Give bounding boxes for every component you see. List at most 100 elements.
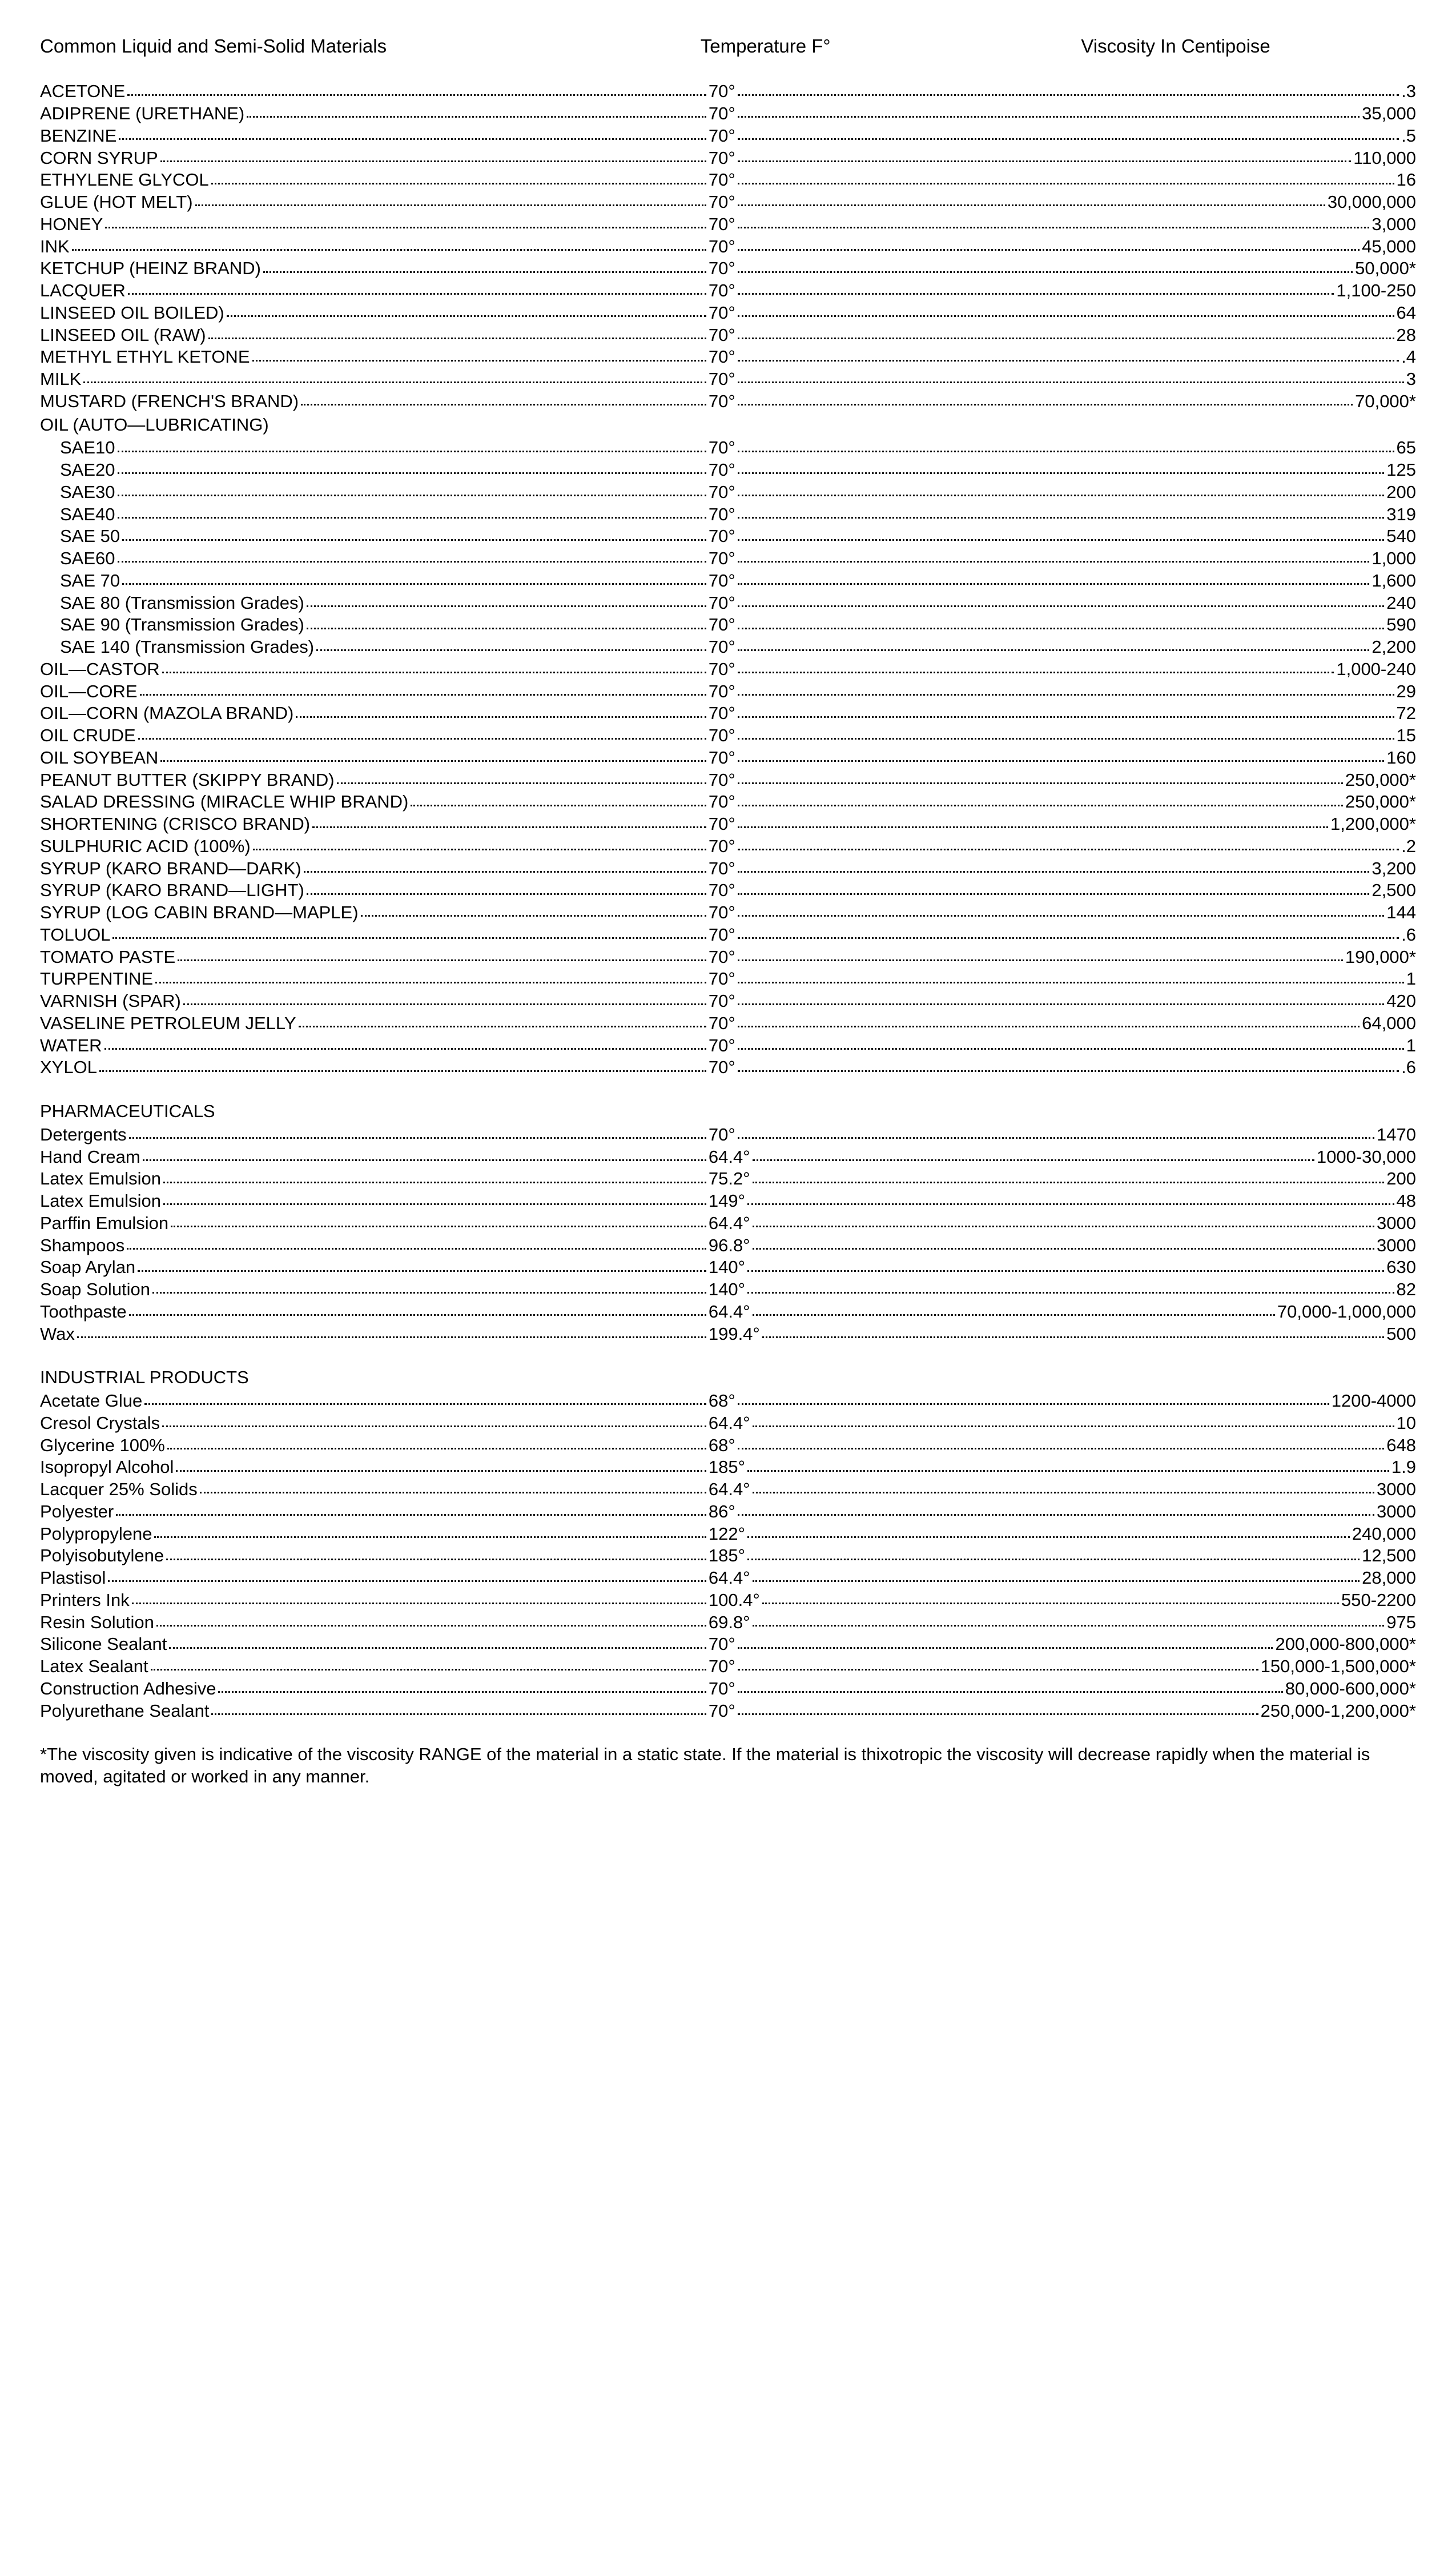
table-row: Toothpaste64.4°70,000-1,000,000 <box>40 1301 1416 1323</box>
leader-dots <box>118 504 706 519</box>
material-name: VARNISH (SPAR) <box>40 990 182 1013</box>
leader-dots <box>738 1124 1374 1139</box>
temperature-value: 70° <box>707 592 737 615</box>
leader-dots <box>200 1479 706 1493</box>
table-row: Wax199.4°500 <box>40 1323 1416 1346</box>
temperature-value: 100.4° <box>707 1589 761 1612</box>
viscosity-value: 80,000-600,000* <box>1284 1678 1416 1700</box>
temperature-value: 70° <box>707 169 737 191</box>
table-row: Cresol Crystals64.4°10 <box>40 1412 1416 1435</box>
table-row: ETHYLENE GLYCOL70°16 <box>40 169 1416 191</box>
material-name: HONEY <box>40 214 104 236</box>
leader-dots <box>738 459 1385 474</box>
leader-dots <box>155 968 706 983</box>
material-name: ETHYLENE GLYCOL <box>40 169 210 191</box>
material-name: LINSEED OIL BOILED) <box>40 302 226 324</box>
material-name: PEANUT BUTTER (SKIPPY BRAND) <box>40 769 336 792</box>
viscosity-value: 125 <box>1385 459 1416 481</box>
table-row: Polyurethane Sealant70°250,000-1,200,000… <box>40 1700 1416 1722</box>
temperature-value: 64.4° <box>707 1567 751 1589</box>
table-row: TURPENTINE70°1 <box>40 968 1416 990</box>
table-row: SAE 7070°1,600 <box>40 570 1416 592</box>
viscosity-value: .6 <box>1400 1057 1416 1079</box>
viscosity-value: 630 <box>1385 1256 1416 1279</box>
table-row: OIL—CASTOR70°1,000-240 <box>40 658 1416 681</box>
temperature-value: 70° <box>707 769 737 792</box>
leader-dots <box>218 1678 706 1693</box>
leader-dots <box>129 1301 706 1316</box>
viscosity-value: 420 <box>1385 990 1416 1013</box>
leader-dots <box>316 636 706 651</box>
temperature-value: 70° <box>707 836 737 858</box>
table-row: Glycerine 100%68°648 <box>40 1435 1416 1457</box>
viscosity-value: 35,000 <box>1361 103 1416 125</box>
viscosity-value: 200 <box>1385 1168 1416 1190</box>
material-name: VASELINE PETROLEUM JELLY <box>40 1013 297 1035</box>
leader-dots <box>156 1612 706 1627</box>
temperature-value: 70° <box>707 1633 737 1656</box>
temperature-value: 70° <box>707 924 737 946</box>
table-row: Printers Ink100.4°550-2200 <box>40 1589 1416 1612</box>
temperature-value: 140° <box>707 1256 746 1279</box>
leader-dots <box>105 214 706 228</box>
leader-dots <box>738 592 1385 607</box>
temperature-value: 70° <box>707 880 737 902</box>
leader-dots <box>171 1212 706 1227</box>
material-name: LACQUER <box>40 280 127 302</box>
temperature-value: 70° <box>707 791 737 813</box>
temperature-value: 70° <box>707 280 737 302</box>
viscosity-value: 200 <box>1385 481 1416 504</box>
material-name: Lacquer 25% Solids <box>40 1479 199 1501</box>
leader-dots <box>738 548 1370 563</box>
leader-dots <box>738 769 1343 784</box>
viscosity-value: 1 <box>1405 968 1416 990</box>
temperature-value: 149° <box>707 1190 746 1212</box>
table-row: HONEY70°3,000 <box>40 214 1416 236</box>
viscosity-value: .6 <box>1400 924 1416 946</box>
viscosity-value: 648 <box>1385 1435 1416 1457</box>
material-name: SALAD DRESSING (MIRACLE WHIP BRAND) <box>40 791 409 813</box>
viscosity-value: 70,000* <box>1354 391 1416 413</box>
table-row: PEANUT BUTTER (SKIPPY BRAND)70°250,000* <box>40 769 1416 792</box>
viscosity-value: 29 <box>1395 681 1416 703</box>
material-name: OIL CRUDE <box>40 725 137 747</box>
table-row: SULPHURIC ACID (100%)70°.2 <box>40 836 1416 858</box>
leader-dots <box>337 769 706 784</box>
temperature-value: 70° <box>707 459 737 481</box>
temperature-value: 70° <box>707 570 737 592</box>
temperature-value: 64.4° <box>707 1412 751 1435</box>
temperature-value: 70° <box>707 481 737 504</box>
temperature-value: 70° <box>707 258 737 280</box>
temperature-value: 70° <box>707 191 737 214</box>
leader-dots <box>738 1035 1404 1050</box>
leader-dots <box>738 125 1399 140</box>
material-name: OIL—CORN (MAZOLA BRAND) <box>40 702 295 725</box>
viscosity-value: 72 <box>1395 702 1416 725</box>
temperature-value: 70° <box>707 1057 737 1079</box>
leader-dots <box>738 702 1394 717</box>
leader-dots <box>738 525 1385 540</box>
temperature-value: 70° <box>707 1678 737 1700</box>
leader-dots <box>738 1678 1283 1693</box>
material-name: Plastisol <box>40 1567 107 1589</box>
table-row: SAE 140 (Transmission Grades)70°2,200 <box>40 636 1416 658</box>
temperature-value: 70° <box>707 437 737 459</box>
leader-dots <box>118 437 706 452</box>
material-name: CORN SYRUP <box>40 147 159 170</box>
material-name: SAE 50 <box>40 525 121 548</box>
viscosity-value: 3000 <box>1375 1235 1416 1257</box>
viscosity-value: .4 <box>1400 346 1416 368</box>
leader-dots <box>252 346 706 361</box>
table-row: TOLUOL70°.6 <box>40 924 1416 946</box>
material-name: SAE10 <box>40 437 116 459</box>
leader-dots <box>738 437 1394 452</box>
leader-dots <box>738 147 1351 162</box>
leader-dots <box>753 1235 1374 1250</box>
material-name: OIL—CORE <box>40 681 139 703</box>
table-row: Soap Arylan140°630 <box>40 1256 1416 1279</box>
leader-dots <box>738 880 1370 894</box>
table-row: Polypropylene122°240,000 <box>40 1523 1416 1545</box>
temperature-value: 70° <box>707 946 737 969</box>
table-row: SAE2070°125 <box>40 459 1416 481</box>
material-name: Silicone Sealant <box>40 1633 168 1656</box>
